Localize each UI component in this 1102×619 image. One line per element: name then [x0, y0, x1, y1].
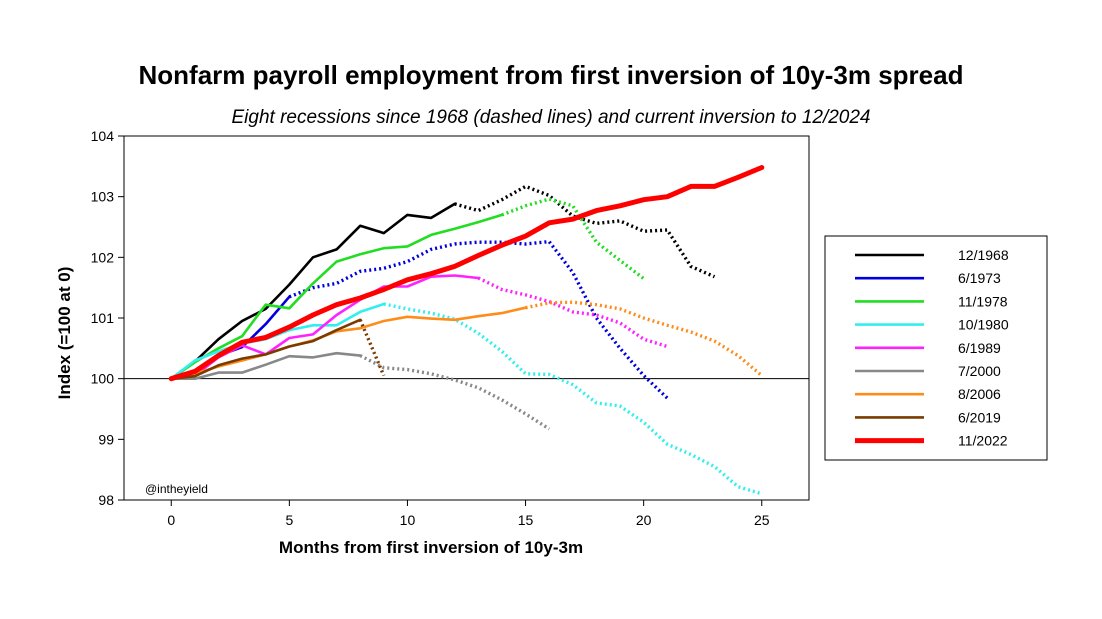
series-12-1968-solid: [169, 202, 457, 381]
series-6-2019-dotted: [358, 319, 386, 377]
x-axis-ticks: 0 5 10 15 20 25: [167, 500, 770, 528]
legend: 12/1968 6/1973 11/1978 10/1980 6/1989 7/2000 8…: [855, 247, 1009, 449]
series-lines: [168, 165, 765, 496]
legend-label-10-1980: 10/1980: [958, 317, 1009, 333]
series-6-2019-solid: [169, 318, 362, 381]
series-11-1978-solid: [169, 213, 504, 381]
x-axis-label: Months from first inversion of 10y-3m: [279, 538, 583, 557]
series-7-2000-solid: [169, 351, 362, 381]
legend-label-6-2019: 6/2019: [958, 409, 1001, 425]
legend-label-6-1989: 6/1989: [958, 340, 1001, 356]
y-axis-ticks: 98 99 100 101 102 103 104: [91, 128, 124, 508]
x-tick-label: 10: [400, 512, 416, 528]
y-tick-label: 104: [91, 128, 115, 144]
y-tick-label: 100: [91, 371, 115, 387]
x-tick-label: 25: [754, 512, 770, 528]
series-8-2006-solid: [169, 306, 527, 381]
series-6-1989-dotted: [477, 276, 668, 349]
y-axis-label: Index (=100 at 0): [55, 267, 74, 400]
y-tick-label: 99: [98, 431, 114, 447]
y-tick-label: 102: [91, 249, 115, 265]
series-10-1980-dotted: [383, 302, 763, 496]
x-tick-label: 5: [285, 512, 293, 528]
series-8-2006-dotted: [525, 300, 763, 377]
y-tick-label: 103: [91, 189, 115, 205]
x-tick-label: 0: [167, 512, 175, 528]
chart-subtitle: Eight recessions since 1968 (dashed line…: [232, 107, 871, 128]
y-tick-label: 101: [91, 310, 115, 326]
legend-label-11-2022: 11/2022: [958, 433, 1008, 449]
legend-label-11-1978: 11/1978: [958, 293, 1008, 309]
legend-label-8-2006: 8/2006: [958, 386, 1001, 402]
series-7-2000-dotted: [359, 354, 551, 431]
legend-label-12-1968: 12/1968: [958, 247, 1009, 263]
chart-title: Nonfarm payroll employment from first in…: [139, 60, 964, 90]
legend-label-6-1973: 6/1973: [958, 270, 1001, 286]
x-tick-label: 15: [518, 512, 534, 528]
x-tick-label: 20: [636, 512, 652, 528]
series-6-1989-solid: [169, 274, 480, 381]
y-tick-label: 98: [98, 492, 114, 508]
series-12-1968-dotted: [454, 184, 716, 279]
series-11-2022-solid: [168, 165, 765, 382]
legend-label-7-2000: 7/2000: [958, 363, 1001, 379]
source-annotation: @intheyield: [145, 482, 208, 496]
series-11-1978-dotted: [501, 197, 645, 280]
